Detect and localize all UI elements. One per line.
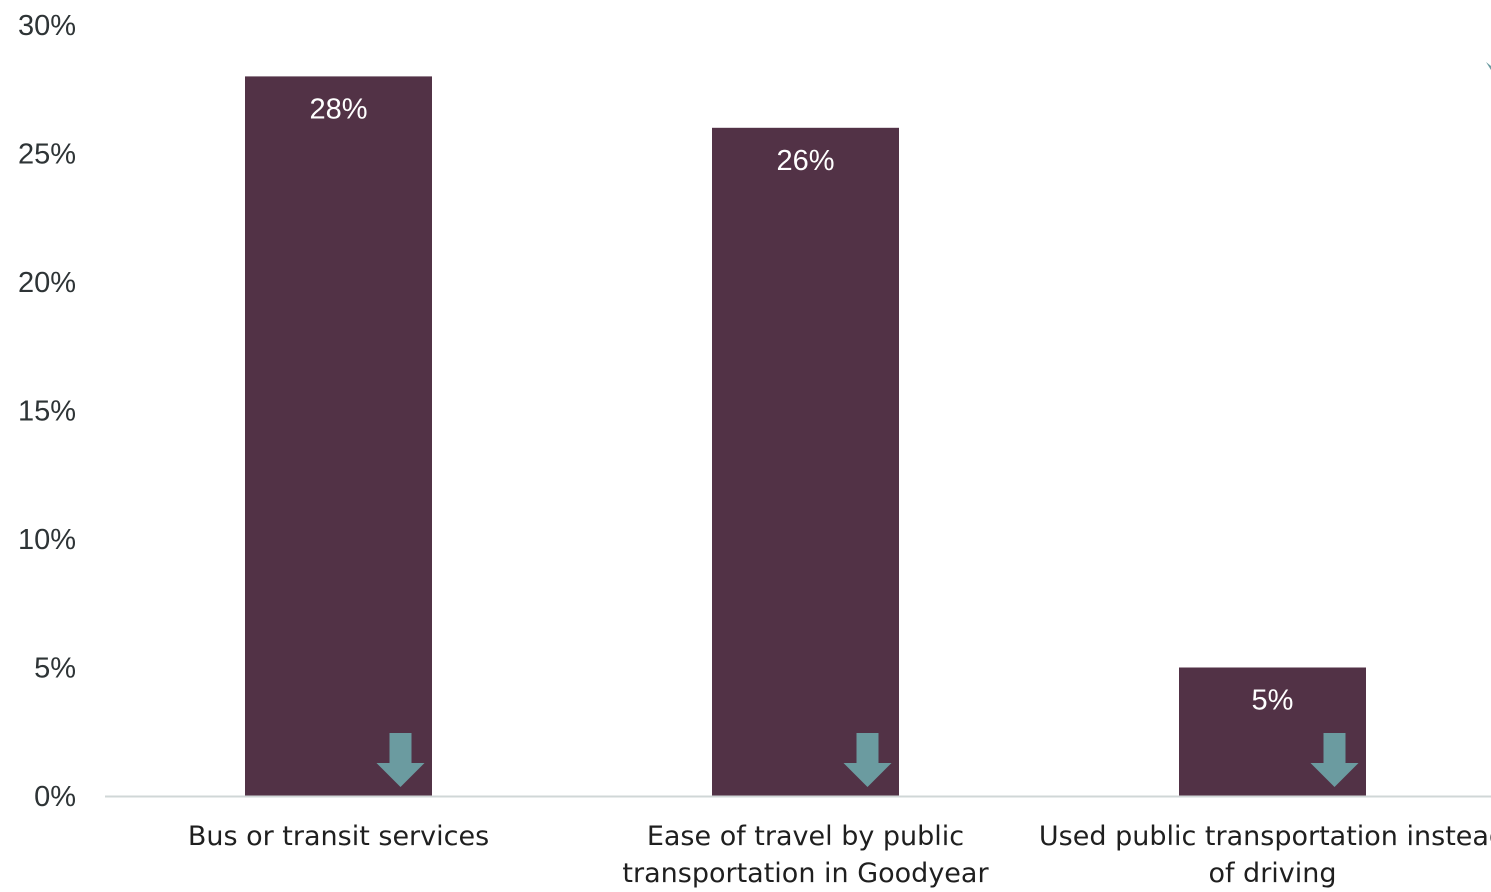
down-arrow-icon [376, 733, 425, 787]
down-arrow-icon [1310, 733, 1359, 787]
y-tick-label: 25% [18, 139, 76, 171]
category-label-line: Ease of travel by public [647, 821, 964, 852]
y-axis: 0% 5% 10% 15% 20% 25% 30% [18, 10, 76, 813]
y-tick-label: 15% [18, 396, 76, 428]
category-label: Used public transportation instead of dri… [1039, 821, 1491, 889]
down-arrow-icon [843, 733, 892, 787]
bar [712, 127, 899, 797]
category-label-line: of driving [1208, 858, 1336, 889]
bar [245, 76, 432, 796]
category-label-line: Used public transportation instead [1039, 821, 1491, 852]
category-label-line: Bus or transit services [188, 821, 489, 852]
data-label: 28% [309, 93, 367, 125]
category-label: Ease of travel by public transportation i… [622, 821, 989, 889]
y-tick-label: 0% [34, 781, 76, 813]
category-label: Bus or transit services [188, 821, 489, 852]
y-tick-label: 30% [18, 10, 76, 42]
y-tick-label: 10% [18, 524, 76, 556]
partial-marker-icon [1486, 62, 1491, 70]
data-label: 26% [776, 145, 834, 177]
data-label: 5% [1252, 685, 1294, 717]
y-tick-label: 20% [18, 267, 76, 299]
y-tick-label: 5% [34, 653, 76, 685]
bars: 28% 26% 5% [245, 62, 1491, 797]
category-label-line: transportation in Goodyear [622, 858, 989, 889]
x-axis: Bus or transit services Ease of travel by… [105, 795, 1491, 889]
